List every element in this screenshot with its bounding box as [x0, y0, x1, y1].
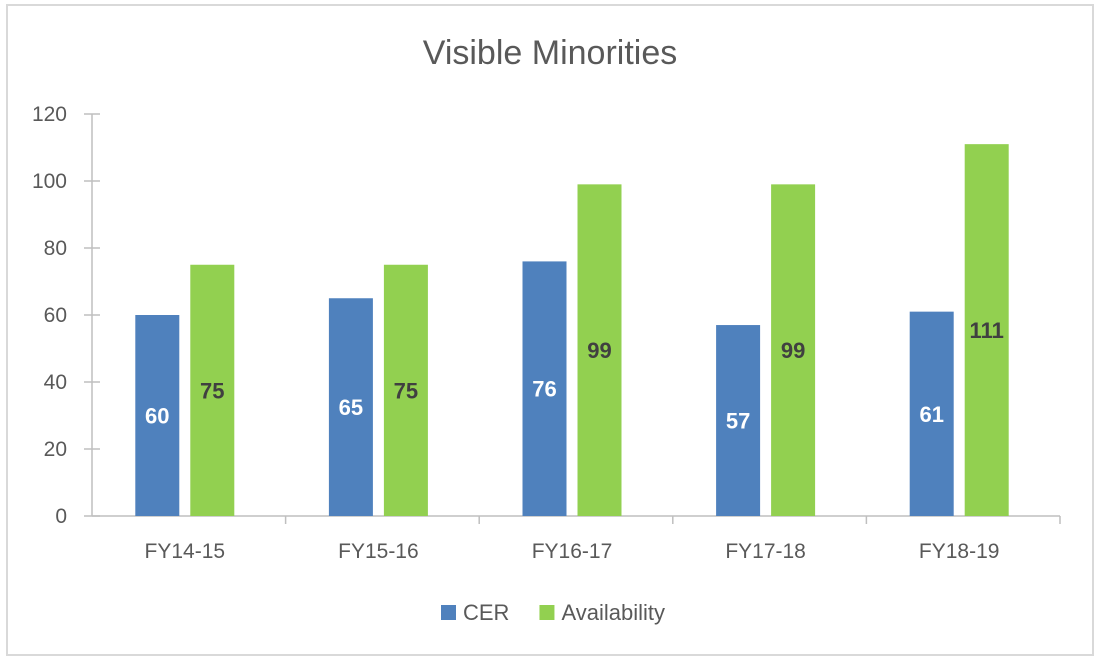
bar-availability — [383, 264, 428, 516]
bar-cer — [716, 325, 761, 516]
y-tick-label: 60 — [44, 304, 67, 327]
data-label: 99 — [587, 338, 611, 363]
chart-frame — [6, 4, 1094, 656]
x-tick-label: FY16-17 — [532, 540, 613, 563]
data-label: 61 — [919, 402, 943, 427]
x-tick-label: FY14-15 — [145, 540, 226, 563]
data-label: 65 — [339, 395, 363, 420]
data-label: 99 — [781, 338, 805, 363]
data-label: 76 — [532, 377, 556, 402]
x-tick-label: FY15-16 — [338, 540, 419, 563]
y-tick-label: 80 — [44, 237, 67, 260]
y-tick-label: 0 — [55, 505, 67, 528]
bar-cer — [328, 298, 373, 516]
bar-cer — [135, 315, 180, 516]
data-label: 57 — [726, 409, 750, 434]
legend-swatch — [539, 605, 555, 620]
bar-cer — [522, 261, 567, 516]
data-label: 75 — [200, 378, 224, 403]
y-tick-label: 120 — [32, 103, 67, 126]
legend-swatch — [441, 605, 456, 620]
x-tick-label: FY18-19 — [919, 540, 1000, 563]
legend-label-availability: Availability — [561, 600, 665, 625]
y-tick-label: 40 — [44, 371, 67, 394]
data-label: 75 — [394, 378, 418, 403]
data-label: 60 — [145, 404, 169, 429]
bar-cer — [909, 311, 954, 516]
bar-availability — [190, 264, 235, 516]
data-label: 111 — [970, 318, 1004, 343]
bar-availability — [771, 184, 816, 516]
bar-availability — [577, 184, 622, 516]
chart-title: Visible Minorities — [423, 34, 677, 72]
legend-label-cer: CER — [463, 600, 509, 625]
y-tick-label: 20 — [44, 438, 67, 461]
x-tick-label: FY17-18 — [725, 540, 806, 563]
y-tick-label: 100 — [32, 170, 67, 193]
bar-availability — [964, 144, 1009, 516]
